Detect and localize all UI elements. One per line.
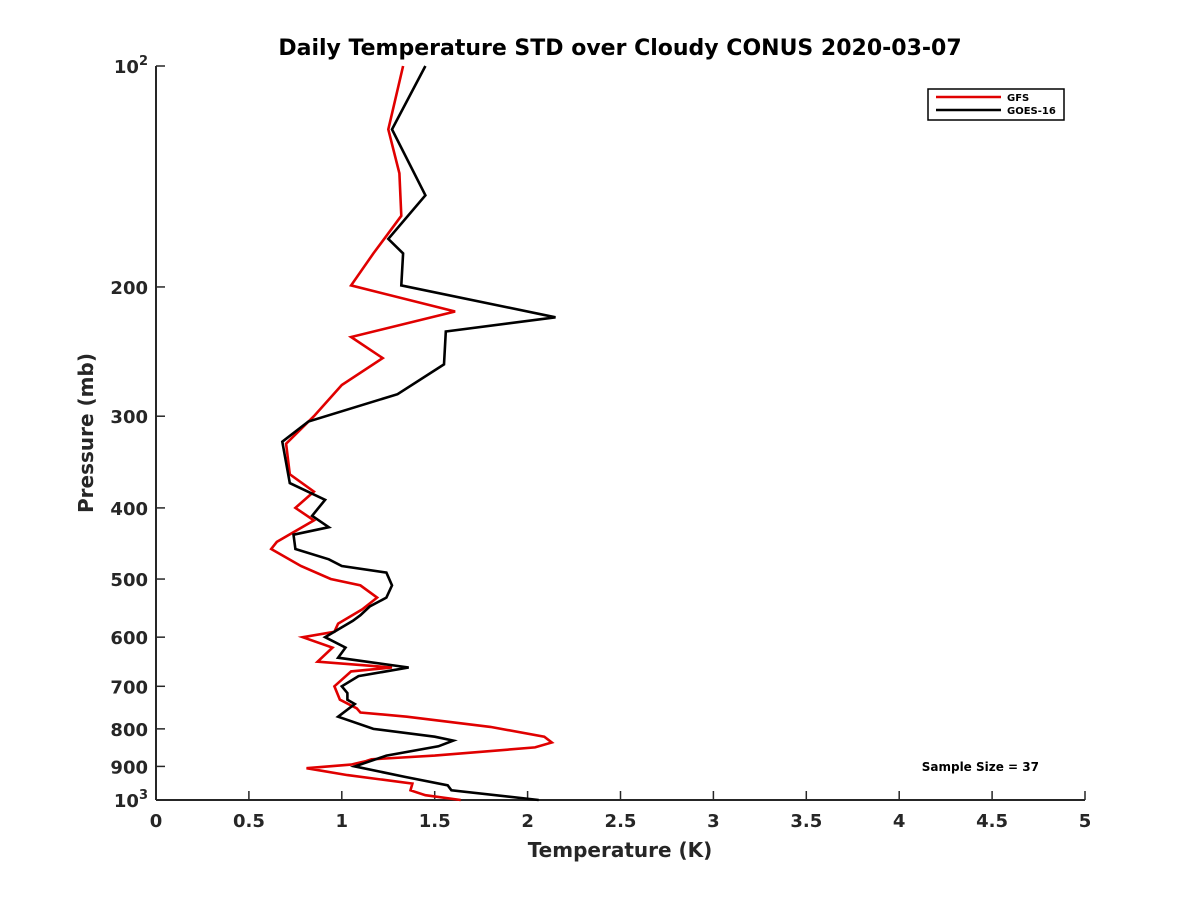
y-tick-label: 900	[110, 757, 148, 778]
y-tick-label: 200	[110, 278, 148, 299]
x-axis-label: Temperature (K)	[528, 838, 713, 862]
x-tick-label: 3	[707, 811, 720, 832]
x-tick-label: 3.5	[790, 811, 822, 832]
x-tick-label: 1.5	[419, 811, 451, 832]
y-tick-label: 700	[110, 677, 148, 698]
y-tick-label: 300	[110, 407, 148, 428]
x-tick-label: 5	[1079, 811, 1092, 832]
x-tick-label: 0.5	[233, 811, 265, 832]
y-tick-label: 800	[110, 720, 148, 741]
series-group	[269, 65, 556, 802]
chart-title: Daily Temperature STD over Cloudy CONUS …	[278, 36, 961, 61]
y-tick-label: 600	[110, 628, 148, 649]
legend-box	[927, 88, 1065, 121]
series-line-goes-16	[280, 65, 556, 802]
series-line-gfs	[269, 65, 555, 802]
y-axis-label: Pressure (mb)	[74, 353, 98, 513]
y-tick-label: 103	[114, 788, 148, 812]
x-tick-label: 4.5	[976, 811, 1008, 832]
x-tick-label: 1	[336, 811, 349, 832]
y-tick-label: 500	[110, 570, 148, 591]
sample-size-annotation: Sample Size = 37	[922, 760, 1039, 774]
legend-label-goes-16: GOES-16	[1007, 106, 1056, 117]
legend-label-gfs: GFS	[1007, 93, 1029, 104]
x-tick-label: 4	[893, 811, 906, 832]
legend: GFS GOES-16	[927, 88, 1065, 121]
x-tick-label: 0	[150, 811, 163, 832]
x-tick-label: 2	[521, 811, 534, 832]
axes: 0 0.5 1 1.5 2 2.5 3 3.5 4 4.5 5 102 200 300 400 500 600 7…	[110, 54, 1091, 832]
x-tick-label: 2.5	[605, 811, 637, 832]
y-tick-label: 400	[110, 499, 148, 520]
y-tick-label: 102	[114, 54, 148, 78]
